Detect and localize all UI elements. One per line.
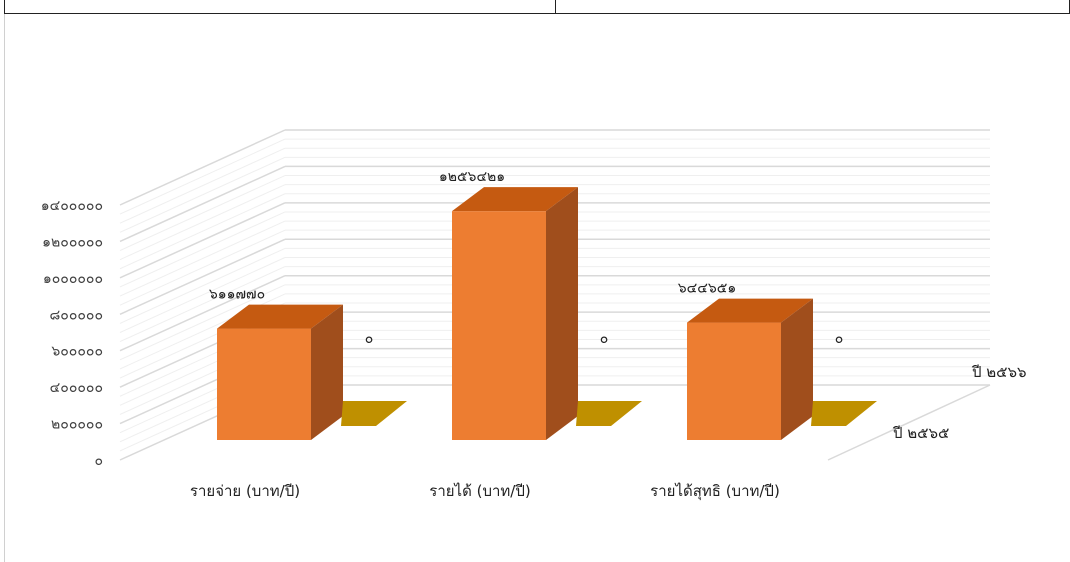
series-label: ปี ๒๕๖๕ <box>892 424 949 442</box>
bar-side-series1 <box>781 298 813 440</box>
side-wall-gridline <box>119 211 286 288</box>
y-axis: ๐ ๒๐๐๐๐๐ ๔๐๐๐๐๐ ๖๐๐๐๐๐ ๘๐๐๐๐๐ ๑๐๐๐๐๐๐ ๑๒๐๐๐๐๐ ๑… <box>41 198 103 469</box>
data-label-series2: ๐ <box>600 331 609 347</box>
side-wall-gridline <box>119 193 286 270</box>
y-tick-label: ๖๐๐๐๐๐ <box>51 344 103 360</box>
side-wall-gridline <box>119 184 286 261</box>
bar-series2-zero <box>341 401 407 426</box>
category-label: รายจ่าย (บาท/ปี) <box>190 482 300 500</box>
y-tick-label: ๐ <box>94 453 103 469</box>
side-wall-gridline <box>119 138 286 215</box>
side-wall-gridline <box>119 165 286 243</box>
bars <box>217 187 877 440</box>
y-tick-label: ๘๐๐๐๐๐ <box>49 307 103 323</box>
floor-edge <box>827 384 991 461</box>
side-wall-gridline <box>119 284 286 361</box>
series-label: ปี ๒๕๖๖ <box>971 363 1027 381</box>
side-wall-gridline <box>119 275 286 352</box>
category-label: รายได้ (บาท/ปี) <box>429 482 530 500</box>
left-rule <box>4 14 5 562</box>
bar-front-series1 <box>217 328 311 440</box>
side-wall-gridline <box>119 247 286 324</box>
bar-top-series1 <box>217 304 343 329</box>
bar-series2-zero <box>576 401 642 426</box>
bar-top-series1 <box>687 298 813 323</box>
data-label-series2: ๐ <box>365 331 374 347</box>
side-wall-gridline <box>119 202 286 279</box>
y-tick-label: ๑๒๐๐๐๐๐ <box>42 234 103 250</box>
side-wall-gridline <box>119 220 286 297</box>
side-wall-gridline <box>119 238 286 315</box>
category-label: รายได้สุทธิ (บาท/ปี) <box>650 482 780 501</box>
bar-side-series1 <box>311 304 343 440</box>
bar-side-series1 <box>546 187 578 440</box>
side-wall-gridline <box>119 147 286 224</box>
top-frame-divider <box>555 0 556 14</box>
y-tick-label: ๒๐๐๐๐๐ <box>51 417 103 433</box>
data-label-series1: ๖๔๔๖๕๑ <box>678 281 736 297</box>
data-label-series2: ๐ <box>835 331 844 347</box>
bar-front-series1 <box>452 211 546 440</box>
y-tick-label: ๑๔๐๐๐๐๐ <box>41 198 103 214</box>
side-wall-gridline <box>119 175 286 251</box>
y-tick-label: ๔๐๐๐๐๐ <box>50 380 103 396</box>
side-wall-gridline <box>119 129 286 206</box>
y-tick-label: ๑๐๐๐๐๐๐ <box>43 271 103 287</box>
bar-top-series1 <box>452 187 578 212</box>
side-wall-gridline <box>119 156 286 233</box>
side-wall-gridline <box>119 257 286 333</box>
bar-series2-zero <box>811 401 877 426</box>
data-label-series1: ๖๑๑๗๗๐ <box>209 287 265 303</box>
side-wall-gridline <box>119 266 286 343</box>
data-label-series1: ๑๒๕๖๔๒๑ <box>439 169 505 185</box>
side-wall-gridline <box>119 229 286 306</box>
bar-front-series1 <box>687 322 781 440</box>
category-labels: รายจ่าย (บาท/ปี) รายได้ (บาท/ปี) รายได้สุท… <box>190 482 780 501</box>
